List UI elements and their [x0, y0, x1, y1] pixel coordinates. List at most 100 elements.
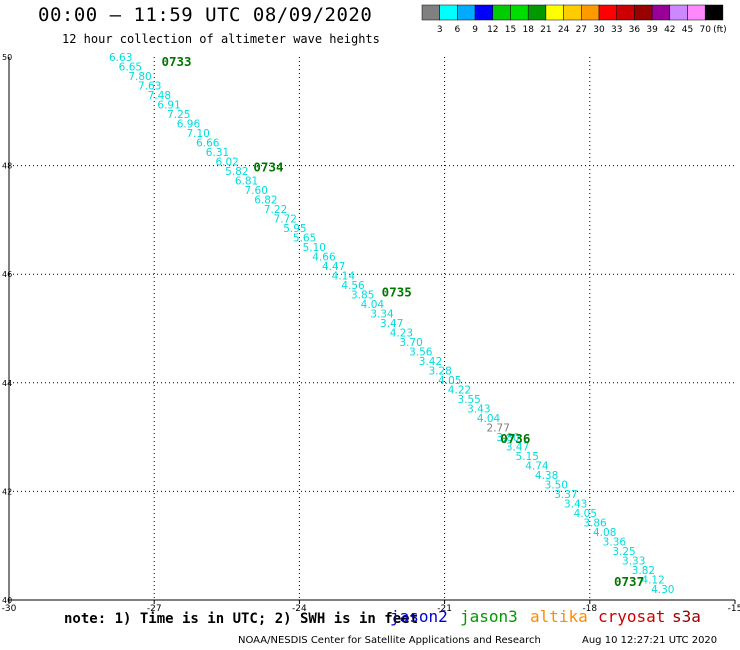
x-tick-label: -27	[147, 604, 162, 614]
swh-value-label: 3.37	[554, 489, 577, 501]
swh-value-label: 3.33	[622, 556, 645, 568]
swh-value-label: 3.82	[632, 565, 655, 577]
swh-value-label: 4.38	[535, 470, 558, 482]
scale-label: 30	[593, 25, 605, 35]
swh-value-label: 6.31	[206, 147, 229, 159]
satellite-jason3: jason3	[460, 607, 518, 626]
scale-label: 12	[487, 25, 498, 35]
scale-label: 15	[505, 25, 516, 35]
scale-label: 18	[522, 25, 534, 35]
swh-value-label: 6.66	[196, 138, 220, 150]
time-label: 0737	[614, 574, 644, 589]
swh-value-label: 5.82	[225, 166, 248, 178]
swh-value-label: 3.25	[612, 546, 635, 558]
y-tick-label: 40	[2, 596, 12, 605]
scale-label: 42	[664, 25, 675, 35]
swh-value-label: 3.70	[399, 337, 422, 349]
swh-value-label: 4.14	[332, 271, 356, 283]
swh-value-label: 4.30	[651, 584, 674, 596]
credit-line: NOAA/NESDIS Center for Satellite Applica…	[238, 635, 541, 646]
color-scale: 3 6 9 12 15 18 21 24 27 30 33 36 39 42 45 70 (ft)	[421, 4, 727, 35]
x-tick-label: -15	[728, 604, 740, 614]
swh-value-label: 4.05	[574, 508, 597, 520]
swh-value-label: 2.77	[487, 423, 510, 435]
scale-label: 70	[699, 25, 711, 35]
time-label: 0734	[253, 160, 283, 175]
swh-value-label: 3.47	[380, 318, 403, 330]
swh-value-label: 6.91	[157, 100, 180, 112]
swh-value-label: 6.02	[215, 157, 238, 169]
scale-label: 3	[437, 25, 443, 35]
scale-label: 39	[646, 25, 658, 35]
swh-value-label: 4.56	[341, 280, 365, 292]
swh-value-label: 5.65	[293, 233, 316, 245]
scale-label: 27	[576, 25, 587, 35]
x-tick-label: -18	[582, 604, 597, 614]
y-tick-label: 42	[2, 487, 12, 496]
scale-label: 24	[558, 25, 570, 35]
swh-value-label: 3.43	[467, 404, 490, 416]
swh-value-label: 7.48	[148, 90, 171, 102]
swh-value-label: 4.08	[593, 527, 616, 539]
scale-unit: (ft)	[713, 25, 727, 35]
swh-value-label: 5.95	[283, 223, 306, 235]
scale-label: 9	[472, 25, 478, 35]
scale-swatch	[704, 4, 724, 21]
swh-value-label: 3.47	[506, 442, 529, 454]
time-label: 0736	[500, 431, 530, 446]
swh-value-label: 4.22	[448, 385, 471, 397]
swh-value-label: 4.47	[322, 261, 345, 273]
swh-value-label: 6.63	[109, 52, 132, 64]
swh-value-label: 3.50	[545, 480, 568, 492]
satellite-jason2: jason2	[390, 607, 448, 626]
swh-value-label: 3.34	[370, 309, 394, 321]
x-tick-label: -30	[2, 604, 17, 614]
scale-label: 21	[540, 25, 551, 35]
swh-value-label: 4.04	[477, 413, 501, 425]
swh-value-label: 7.22	[264, 204, 287, 216]
swh-value-label: 6.81	[235, 176, 258, 188]
y-tick-label: 46	[2, 270, 12, 279]
x-tick-label: -24	[292, 604, 307, 614]
chart-title: 00:00 – 11:59 UTC 08/09/2020	[38, 4, 373, 26]
swh-value-label: 7.60	[245, 185, 268, 197]
swh-value-label: 7.10	[186, 128, 209, 140]
satellite-altika: altika	[530, 607, 588, 626]
swh-value-label: 3.43	[564, 499, 587, 511]
footer-note: note: 1) Time is in UTC; 2) SWH is in fe…	[64, 611, 419, 627]
swh-value-label: 4.04	[361, 299, 385, 311]
generation-timestamp: Aug 10 12:27:21 UTC 2020	[582, 635, 718, 646]
swh-value-label: 3.28	[428, 366, 451, 378]
swh-value-label: 4.23	[390, 328, 413, 340]
swh-value-label: 5.15	[516, 451, 539, 463]
swh-value-label: 3.36	[603, 537, 627, 549]
time-label: 0735	[382, 285, 412, 300]
swh-value-label: 7.72	[274, 214, 297, 226]
chart-subtitle: 12 hour collection of altimeter wave hei…	[62, 32, 380, 46]
y-tick-label: 50	[2, 53, 12, 62]
swh-value-label: 4.66	[312, 252, 336, 264]
swh-value-label: 6.82	[254, 195, 277, 207]
scale-label: 6	[455, 25, 461, 35]
swh-value-label: 3.85	[351, 290, 374, 302]
swh-value-label: 6.96	[177, 119, 201, 131]
swh-value-label: 7.80	[128, 71, 151, 83]
y-tick-label: 44	[2, 379, 12, 388]
swh-value-label: 5.10	[303, 242, 326, 254]
swh-value-label: 3.86	[583, 518, 607, 530]
scale-label: 36	[629, 25, 641, 35]
swh-value-label: 3.42	[419, 356, 442, 368]
time-label: 0733	[161, 54, 191, 69]
satellite-s3a: s3a	[672, 607, 701, 626]
swh-value-label: 3.55	[457, 394, 480, 406]
swh-value-label: 4.12	[641, 575, 664, 587]
y-tick-label: 48	[2, 162, 12, 171]
scale-label: 45	[682, 25, 693, 35]
scale-label: 33	[611, 25, 622, 35]
swh-value-label: 6.65	[119, 62, 142, 74]
x-tick-label: -21	[437, 604, 452, 614]
swh-value-label: 3.80	[496, 432, 519, 444]
swh-value-label: 4.74	[525, 461, 549, 473]
swh-value-label: 4.05	[438, 375, 461, 387]
